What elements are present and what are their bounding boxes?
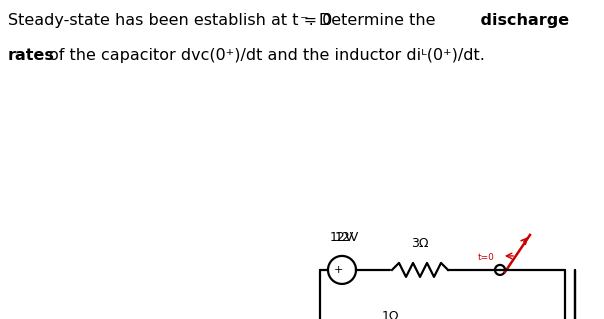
Text: discharge: discharge [8,13,569,28]
Text: 12V: 12V [330,231,354,244]
Text: 1Ω: 1Ω [381,310,399,319]
Text: +: + [333,265,342,275]
Text: rates: rates [8,48,55,63]
Text: Steady-state has been establish at t = 0: Steady-state has been establish at t = 0 [8,13,332,28]
Text: t=0: t=0 [478,253,495,263]
Text: 12V: 12V [335,231,359,244]
Text: of the capacitor dvᴄ(0⁺)/dt and the inductor diᴸ(0⁺)/dt.: of the capacitor dvᴄ(0⁺)/dt and the indu… [8,48,485,63]
Text: ⁻. Determine the: ⁻. Determine the [8,13,441,28]
Text: 3Ω: 3Ω [411,237,429,250]
